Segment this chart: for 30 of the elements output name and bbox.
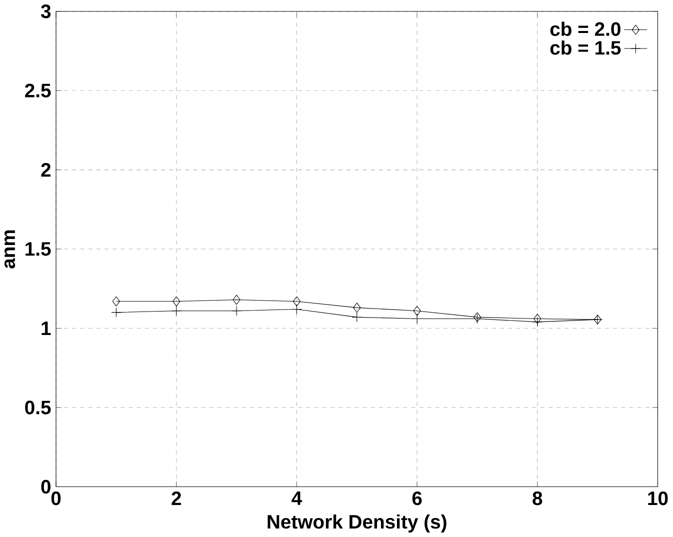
y-tick-label: 2 [41,163,51,177]
point [413,306,421,316]
y-axis-title: anm [4,230,16,268]
y-tick-label: 1 [42,322,51,335]
point [353,302,361,313]
point [111,307,122,318]
x-tick-label: 8 [532,491,542,506]
y-tick-label: 0.5 [25,400,51,414]
x-tick-label: 2 [172,491,181,506]
point [352,312,362,322]
y-tick-label: 0 [41,480,50,494]
point [532,316,542,327]
point [171,306,182,316]
x-tick-label: 4 [292,491,302,505]
point [292,304,302,314]
legend-label: cb = 2.0 [550,22,620,36]
y-tick-label: 3 [40,4,51,18]
point [112,296,120,306]
y-tick-label: 2.5 [25,84,51,98]
point [534,314,542,324]
x-tick-label: 10 [648,491,668,506]
point [172,296,180,306]
x-tick-label: 6 [412,491,422,506]
y-tick-label: 1.5 [26,242,51,256]
legend-label: cb = 1.5 [550,40,621,55]
point [232,306,242,316]
x-axis-title: Network Density (s) [268,514,446,533]
point [232,294,240,305]
point [292,296,301,306]
x-tick-label: 0 [51,491,61,506]
